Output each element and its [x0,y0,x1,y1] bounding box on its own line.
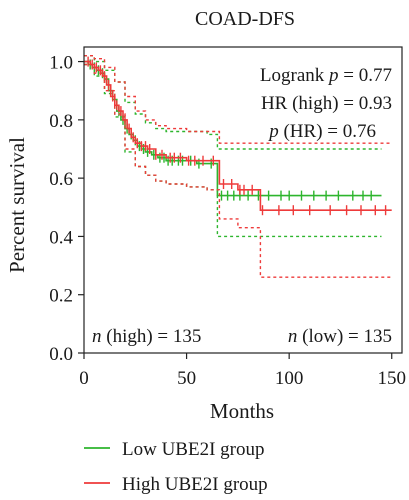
series-1 [84,55,392,278]
y-tick-label-5: 1.0 [49,53,73,74]
axes: 0 50 100 150 0.0 0.2 0.4 0.6 0.8 1.0 [49,53,406,389]
legend-label-1: High UBE2I group [122,474,268,495]
n-low-annotation: n (low) = 135 [288,326,392,347]
series-1-ci-upper [84,55,392,144]
series-1-survival-curve [84,60,392,211]
x-tick-label-0: 0 [79,368,89,389]
stats-annotations: Logrank p = 0.77 HR (high) = 0.93 p (HR) =… [92,65,392,347]
y-tick-label-1: 0.2 [49,286,73,307]
plot-frame [83,46,403,354]
plot-area [84,55,392,278]
x-axis-label: Months [210,399,274,423]
y-tick-label-2: 0.4 [49,227,73,248]
logrank-annotation: Logrank p = 0.77 [260,65,392,86]
hr-annotation: HR (high) = 0.93 [261,93,392,114]
p-hr-annotation: p (HR) = 0.76 [267,121,376,142]
chart-title: COAD-DFS [195,8,295,30]
y-tick-label-0: 0.0 [49,344,73,365]
y-tick-label-4: 0.8 [49,111,73,132]
y-tick-label-3: 0.6 [49,169,73,190]
n-high-annotation: n (high) = 135 [92,326,201,347]
legend-label-0: Low UBE2I group [122,439,264,460]
x-tick-label-3: 150 [377,368,406,389]
y-axis-label: Percent survival [5,137,29,273]
x-tick-label-1: 50 [177,368,196,389]
x-tick-label-2: 100 [275,368,304,389]
legend: Low UBE2I group High UBE2I group [84,439,268,495]
